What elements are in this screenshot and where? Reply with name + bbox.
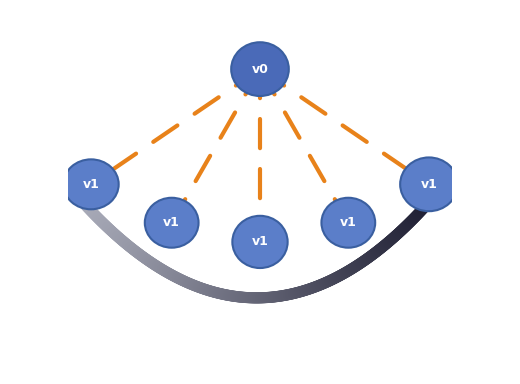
Ellipse shape bbox=[321, 198, 375, 248]
Text: v1: v1 bbox=[421, 178, 437, 191]
Text: v1: v1 bbox=[83, 178, 99, 191]
Ellipse shape bbox=[63, 159, 119, 209]
Text: v0: v0 bbox=[252, 63, 268, 76]
Text: v1: v1 bbox=[340, 216, 357, 229]
Ellipse shape bbox=[231, 42, 289, 96]
Text: v1: v1 bbox=[163, 216, 180, 229]
Ellipse shape bbox=[145, 198, 199, 248]
Ellipse shape bbox=[400, 157, 458, 211]
Ellipse shape bbox=[232, 216, 288, 268]
Text: v1: v1 bbox=[252, 235, 268, 248]
